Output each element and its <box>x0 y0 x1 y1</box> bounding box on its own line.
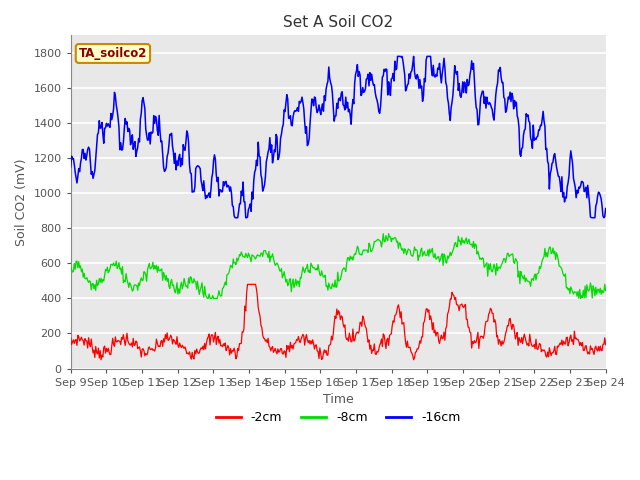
Text: TA_soilco2: TA_soilco2 <box>79 47 147 60</box>
Y-axis label: Soil CO2 (mV): Soil CO2 (mV) <box>15 158 28 246</box>
Legend: -2cm, -8cm, -16cm: -2cm, -8cm, -16cm <box>211 406 466 429</box>
X-axis label: Time: Time <box>323 393 353 406</box>
Title: Set A Soil CO2: Set A Soil CO2 <box>283 15 393 30</box>
